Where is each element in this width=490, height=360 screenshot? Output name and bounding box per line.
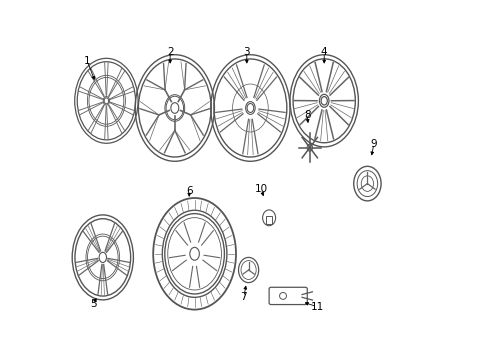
Text: 9: 9 (370, 139, 377, 149)
Text: 4: 4 (321, 47, 327, 57)
Text: 2: 2 (167, 47, 173, 57)
Text: 3: 3 (244, 47, 250, 57)
Text: 5: 5 (91, 299, 97, 309)
Text: 8: 8 (304, 110, 311, 120)
Text: 11: 11 (310, 302, 323, 312)
Text: 6: 6 (186, 186, 193, 196)
Text: 1: 1 (84, 56, 91, 66)
Text: 7: 7 (241, 292, 247, 302)
Text: 10: 10 (255, 184, 268, 194)
